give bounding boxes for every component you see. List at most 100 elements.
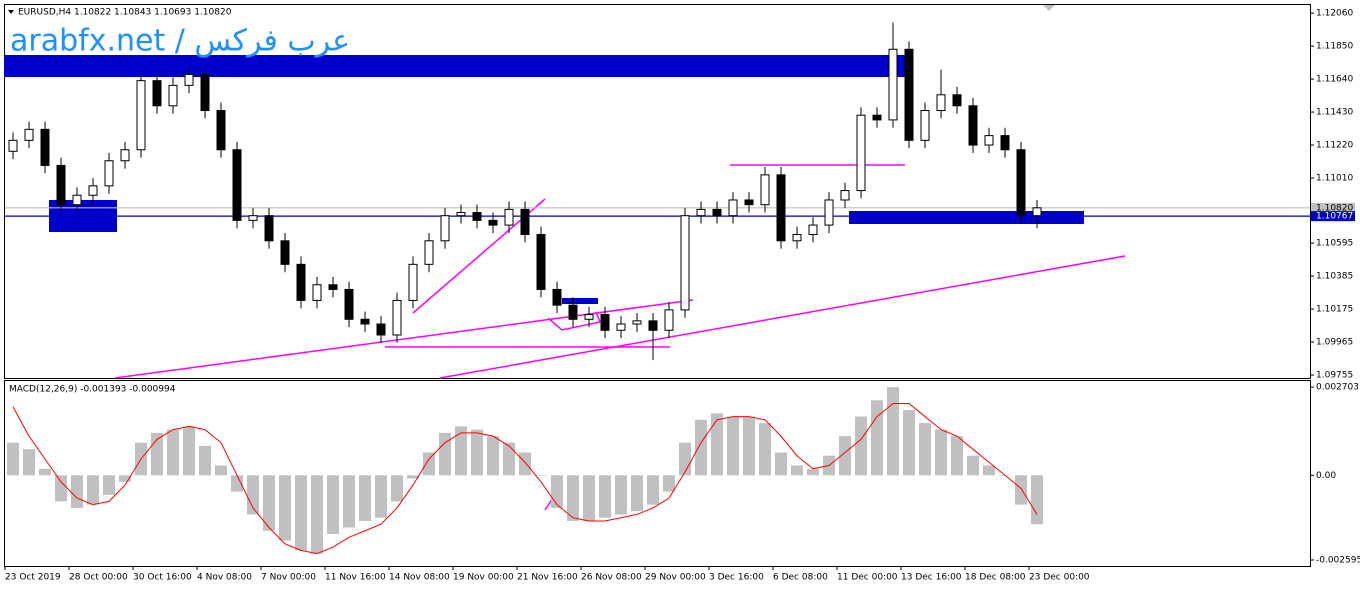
candle-body (616, 323, 626, 331)
macd-bar (215, 465, 227, 476)
candle-body (584, 314, 594, 320)
macd-bar (935, 429, 947, 476)
x-tick-label: 14 Nov 08:00 (389, 573, 450, 583)
macd-bar (487, 436, 499, 476)
x-tick-label: 29 Nov 00:00 (645, 573, 706, 583)
header-arrow (8, 10, 14, 14)
macd-bar (119, 475, 131, 482)
price-label-box (1311, 211, 1355, 222)
macd-bar (967, 455, 979, 476)
candle-body (136, 80, 146, 151)
x-tick-label: 23 Dec 00:00 (1029, 573, 1090, 583)
candle-body (472, 212, 482, 221)
macd-bar (375, 475, 387, 518)
candle-body (488, 219, 498, 226)
macd-bar (343, 475, 355, 528)
macd-bar (663, 475, 675, 492)
macd-bar (903, 410, 915, 476)
y-tick-label: 1.12060 (1316, 9, 1353, 19)
macd-bar (631, 475, 643, 512)
candle-body (520, 208, 530, 236)
macd-bar (791, 465, 803, 476)
x-tick-label: 3 Dec 16:00 (709, 573, 764, 583)
candle-body (808, 224, 818, 236)
candle-body (552, 288, 562, 306)
macd-bar (439, 432, 451, 476)
candle-body (840, 190, 850, 201)
candle-body (1000, 135, 1010, 151)
shift-marker (1043, 5, 1055, 11)
candle-body (280, 240, 290, 265)
y-tick-label: 0.002703 (1316, 383, 1359, 393)
candle-body (248, 215, 258, 221)
candle-body (8, 139, 18, 152)
macd-bar (839, 436, 851, 476)
candle-body (792, 234, 802, 242)
x-tick-label: 13 Dec 16:00 (901, 573, 962, 583)
macd-bar (743, 416, 755, 476)
price-label-box (1311, 202, 1355, 213)
macd-bar (263, 475, 275, 531)
y-tick-label: -0.002595 (1316, 555, 1360, 565)
candle-body (776, 174, 786, 242)
macd-bar (535, 475, 547, 476)
y-tick-label: 1.11850 (1316, 42, 1353, 52)
candle-body (648, 320, 658, 331)
candle-body (504, 208, 514, 226)
macd-bar (919, 423, 931, 476)
candle-body (408, 263, 418, 301)
macd-bar (39, 468, 51, 476)
candle-body (40, 128, 50, 166)
macd-bar (695, 419, 707, 476)
candle-body (152, 80, 162, 107)
price-label: 1.10767 (1316, 212, 1353, 222)
candle-body (392, 299, 402, 336)
candle-body (696, 208, 706, 217)
macd-bar (327, 475, 339, 535)
y-tick-label: 1.09755 (1316, 371, 1353, 381)
candle-body (264, 215, 274, 242)
x-tick-label: 6 Dec 08:00 (773, 573, 828, 583)
macd-bar (391, 475, 403, 502)
macd-bar (359, 475, 371, 521)
candle-body (72, 194, 82, 206)
x-tick-label: 30 Oct 16:00 (133, 573, 192, 583)
macd-bar (1031, 475, 1043, 525)
candle-body (920, 109, 930, 141)
macd-bar (279, 475, 291, 541)
candle-body (680, 215, 690, 311)
candle-body (1016, 149, 1026, 217)
candle-body (872, 114, 882, 121)
macd-bar (711, 413, 723, 476)
macd-bar (807, 468, 819, 476)
candle-body (232, 149, 242, 221)
macd-bar (951, 436, 963, 476)
macd-bar (567, 475, 579, 521)
x-tick-label: 7 Nov 00:00 (261, 573, 316, 583)
candle-body (216, 109, 226, 151)
watermark: arabfx.net / عرب فركس (10, 24, 350, 59)
candle-body (184, 73, 194, 86)
macd-bar (775, 452, 787, 476)
macd-panel (4, 380, 1311, 567)
signal-line (12, 403, 1038, 555)
y-tick-label: 0.00 (1316, 471, 1336, 481)
candle-body (376, 323, 386, 336)
trend-line (547, 311, 602, 331)
macd-bar (247, 475, 259, 515)
macd-bar (615, 475, 627, 515)
macd-bar (519, 452, 531, 476)
candle-body (424, 240, 434, 265)
candle-body (344, 288, 354, 320)
x-tick-label: 11 Dec 00:00 (837, 573, 898, 583)
macd-label: MACD(12,26,9) -0.001393 -0.000994 (9, 385, 176, 395)
candle-body (536, 234, 546, 290)
macd-bar (183, 426, 195, 476)
x-tick-label: 18 Dec 08:00 (965, 573, 1026, 583)
macd-bar (887, 387, 899, 476)
macd-bar (855, 416, 867, 476)
macd-bar (727, 416, 739, 476)
x-tick-label: 21 Nov 16:00 (517, 573, 578, 583)
